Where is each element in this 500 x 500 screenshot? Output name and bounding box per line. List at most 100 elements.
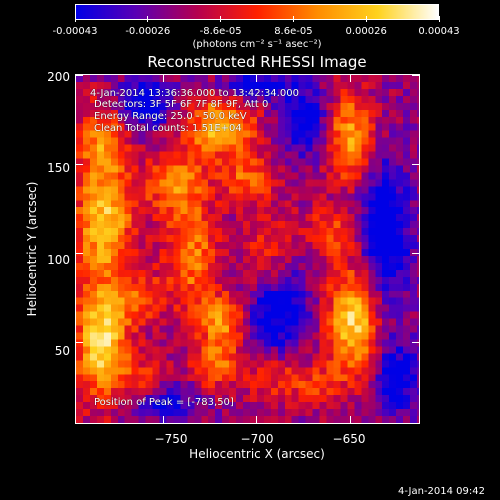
heatmap-cell (110, 95, 119, 104)
heatmap-cell (166, 311, 174, 320)
heatmap-cell (131, 262, 140, 271)
heatmap-cell (340, 395, 348, 403)
heatmap-cell (96, 381, 105, 389)
heatmap-cell (166, 144, 174, 153)
heatmap-cell (410, 304, 418, 313)
heatmap-cell (236, 165, 244, 173)
heatmap-cell (340, 416, 348, 423)
heatmap-cell (201, 262, 209, 271)
heatmap-cell (145, 228, 154, 236)
heatmap-cell (117, 395, 126, 403)
heatmap-cell (159, 318, 167, 327)
heatmap-cell (215, 395, 223, 403)
heatmap-cell (117, 235, 126, 243)
heatmap-cell (229, 137, 237, 146)
heatmap-cell (410, 165, 418, 173)
heatmap-cell (389, 242, 397, 250)
heatmap-cell (396, 144, 404, 153)
heatmap-cell (368, 297, 376, 306)
heatmap-cell (298, 353, 307, 361)
heatmap-cell (208, 95, 216, 104)
heatmap-cell (298, 409, 307, 417)
heatmap-cell (152, 395, 161, 403)
heatmap-cell (389, 409, 397, 417)
heatmap-cell (319, 123, 328, 132)
heatmap-cell (389, 290, 397, 299)
heatmap-cell (76, 395, 84, 403)
heatmap-cell (208, 158, 216, 166)
heatmap-cell (284, 367, 293, 375)
heatmap-cell (187, 402, 195, 410)
heatmap-cell (243, 109, 251, 118)
heatmap-cell (403, 75, 411, 83)
heatmap-cell (124, 249, 133, 257)
heatmap-cell (201, 75, 209, 83)
heatmap-cell (103, 318, 112, 327)
heatmap-cell (243, 116, 251, 125)
heatmap-cell (194, 318, 202, 327)
heatmap-cell (319, 353, 328, 361)
heatmap-cell (96, 353, 105, 361)
heatmap-cell (194, 235, 202, 243)
heatmap-cell (270, 325, 279, 334)
heatmap-cell (159, 186, 167, 194)
heatmap-cell (361, 402, 369, 410)
heatmap-cell (166, 242, 174, 250)
heatmap-cell (117, 297, 126, 306)
heatmap-cell (347, 402, 355, 410)
heatmap-cell (410, 395, 418, 403)
heatmap-cell (76, 109, 84, 118)
heatmap-cell (396, 165, 404, 173)
heatmap-cell (82, 172, 91, 180)
heatmap-cell (138, 165, 147, 173)
heatmap-cell (410, 193, 418, 201)
heatmap-cell (284, 416, 293, 423)
heatmap-cell (270, 290, 279, 299)
heatmap-cell (375, 353, 383, 361)
heatmap-cell (263, 290, 272, 299)
heatmap-cell (298, 137, 307, 146)
heatmap-cell (194, 186, 202, 194)
y-tick-label: 50 (54, 344, 70, 358)
heatmap-cell (208, 353, 216, 361)
heatmap-cell (215, 374, 223, 382)
heatmap-cell (389, 346, 397, 354)
heatmap-cell (298, 242, 307, 250)
heatmap-cell (375, 165, 383, 173)
heatmap-cell (375, 374, 383, 382)
heatmap-cell (103, 304, 112, 313)
heatmap-cell (319, 151, 328, 160)
heatmap-cell (298, 228, 307, 236)
heatmap-cell (236, 290, 244, 299)
heatmap-cell (152, 339, 161, 347)
heatmap-cell (298, 374, 307, 382)
heatmap-cell (124, 200, 133, 208)
x-tick-label: −700 (240, 432, 274, 446)
heatmap-cell (215, 95, 223, 104)
heatmap-cell (166, 416, 174, 423)
heatmap-cell (173, 353, 181, 361)
heatmap-cell (291, 144, 300, 153)
heatmap-cell (208, 339, 216, 347)
heatmap-cell (89, 409, 98, 417)
heatmap-cell (229, 304, 237, 313)
heatmap-cell (312, 402, 321, 410)
heatmap-cell (229, 116, 237, 125)
heatmap-cell (319, 249, 328, 257)
heatmap-cell (249, 165, 258, 173)
heatmap-cell (305, 353, 314, 361)
heatmap-cell (208, 297, 216, 306)
heatmap-cell (305, 269, 314, 278)
heatmap-cell (131, 276, 140, 285)
heatmap-cell (117, 193, 126, 201)
heatmap-cell (270, 130, 279, 139)
heatmap-cell (103, 95, 112, 104)
heatmap-cell (76, 304, 84, 313)
heatmap-cell (417, 102, 419, 111)
heatmap-cell (319, 116, 328, 125)
heatmap-cell (131, 346, 140, 354)
heatmap-cell (249, 221, 258, 229)
y-tick-label: 150 (47, 161, 70, 175)
heatmap-cell (298, 123, 307, 132)
heatmap-cell (361, 172, 369, 180)
